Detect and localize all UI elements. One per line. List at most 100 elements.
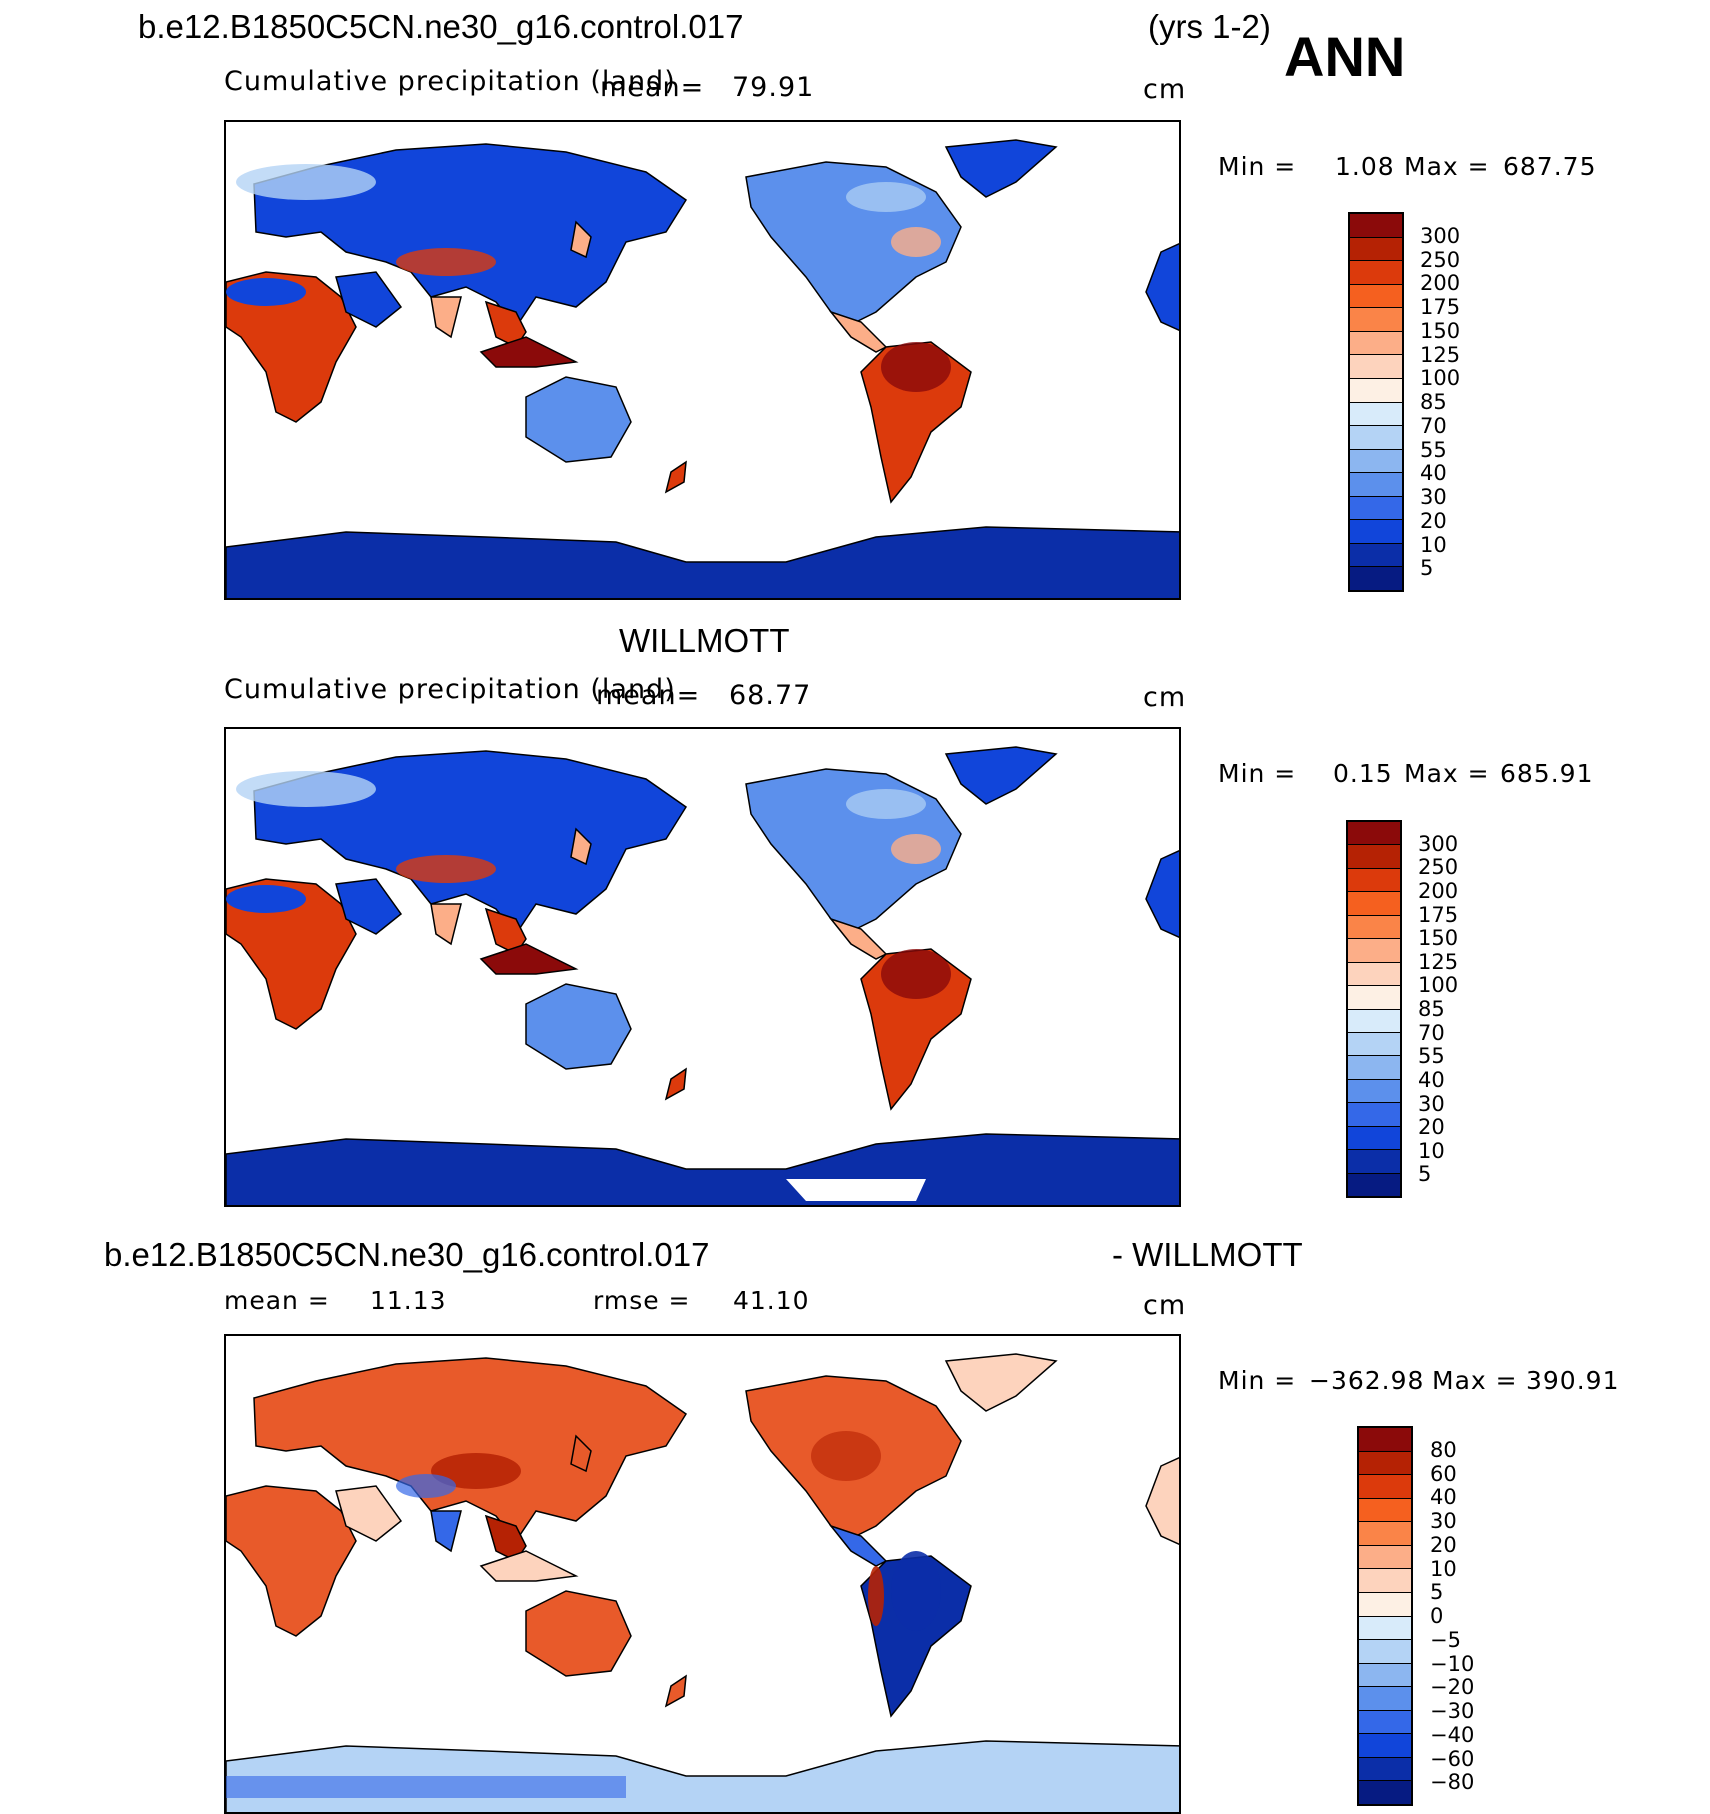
colorbar-swatch (1350, 354, 1402, 378)
colorbar-tick-label: 10 (1420, 532, 1447, 557)
colorbar-swatch (1359, 1615, 1411, 1640)
colorbar-tick-label: 60 (1430, 1461, 1457, 1486)
colorbar-tick-label: 175 (1420, 295, 1461, 319)
case-name-title: b.e12.B1850C5CN.ne30_g16.control.017 (138, 8, 744, 45)
colorbar-tick-label: 55 (1420, 437, 1447, 462)
colorbar-tick-label: −10 (1430, 1651, 1475, 1676)
colorbar-tick-label: 5 (1420, 556, 1434, 581)
colorbar-swatch (1350, 448, 1402, 473)
panel2-min-value: 0.15 (1333, 759, 1393, 788)
colorbar-tick-label: 5 (1418, 1162, 1432, 1187)
panel2-max-value: 685.91 (1500, 759, 1594, 788)
panel2-mean-label: mean= (596, 680, 701, 711)
colorbar-swatch (1359, 1497, 1411, 1522)
colorbar-swatch (1359, 1521, 1411, 1545)
colorbar-tick-label: 100 (1420, 366, 1461, 391)
panel2-variable: Cumulative precipitation (land) (224, 674, 676, 705)
colorbar-tick-label: 70 (1418, 1020, 1445, 1045)
colorbar-swatch (1348, 1031, 1400, 1056)
colorbar-swatch (1348, 844, 1400, 868)
panel3-rmse-value: 41.10 (733, 1286, 810, 1315)
colorbar-swatch (1350, 519, 1402, 543)
colorbar-tick-label: −80 (1430, 1770, 1475, 1795)
colorbar-tick-label: 30 (1418, 1091, 1445, 1116)
panel3-mean-value: 11.13 (370, 1286, 447, 1315)
colorbar-swatch (1359, 1686, 1411, 1710)
colorbar-swatch (1348, 1172, 1400, 1196)
panel1-mean-label: mean= (600, 72, 705, 103)
panel3-rmse-label: rmse = (593, 1286, 691, 1315)
colorbar-tick-label: 30 (1420, 485, 1447, 509)
panel3-min-value: −362.98 (1309, 1366, 1425, 1395)
colorbar-swatch (1348, 961, 1400, 986)
panel3-title-left: b.e12.B1850C5CN.ne30_g16.control.017 (104, 1236, 710, 1273)
colorbar-swatch (1350, 566, 1402, 590)
colorbar-tick-label: 100 (1418, 973, 1459, 998)
colorbar-tick-label: 85 (1418, 997, 1445, 1021)
panel3-max-value: 390.91 (1526, 1366, 1620, 1395)
colorbar-swatch (1348, 1008, 1400, 1032)
panel1-max-label: Max = (1404, 152, 1490, 181)
panel1-max-value: 687.75 (1503, 152, 1597, 181)
colorbar-tick-label: 40 (1430, 1485, 1457, 1510)
colorbar-tick-label: 150 (1418, 926, 1459, 951)
colorbar-tick-label: 125 (1420, 342, 1461, 367)
colorbar-tick-label: −40 (1430, 1722, 1475, 1747)
colorbar-tick-label: −30 (1430, 1699, 1475, 1723)
colorbar-swatch (1359, 1780, 1411, 1804)
panel1-variable: Cumulative precipitation (land) (224, 66, 676, 97)
panel2-map (224, 727, 1181, 1207)
panel2-units: cm (1143, 682, 1187, 713)
panel1-colorbar (1348, 212, 1404, 592)
colorbar-tick-label: 0 (1430, 1604, 1444, 1628)
colorbar-swatch (1348, 1149, 1400, 1173)
panel3-max-label: Max = (1432, 1366, 1518, 1395)
panel3-min-label: Min = (1218, 1366, 1297, 1395)
panel3-units: cm (1143, 1290, 1187, 1321)
colorbar-tick-label: 10 (1430, 1556, 1457, 1581)
years-label: (yrs 1-2) (1148, 8, 1271, 45)
colorbar-swatch (1350, 542, 1402, 567)
colorbar-tick-label: 125 (1418, 949, 1459, 974)
colorbar-swatch (1348, 1055, 1400, 1079)
panel2-colorbar (1346, 820, 1402, 1198)
colorbar-swatch (1359, 1450, 1411, 1475)
colorbar-tick-label: 20 (1420, 508, 1447, 533)
colorbar-swatch (1348, 914, 1400, 939)
colorbar-tick-label: 30 (1430, 1509, 1457, 1533)
colorbar-tick-label: −5 (1430, 1627, 1461, 1652)
panel1-map (224, 120, 1181, 600)
panel1-min-label: Min = (1218, 152, 1297, 181)
season-label: ANN (1284, 25, 1406, 88)
colorbar-tick-label: 250 (1420, 247, 1461, 272)
colorbar-swatch (1350, 283, 1402, 308)
panel1-min-value: 1.08 (1335, 152, 1395, 181)
colorbar-tick-label: 55 (1418, 1044, 1445, 1069)
colorbar-tick-label: 250 (1418, 855, 1459, 880)
colorbar-tick-label: 200 (1418, 878, 1459, 903)
colorbar-swatch (1359, 1756, 1411, 1781)
panel2-title: WILLMOTT (619, 622, 790, 659)
panel1-mean-value: 79.91 (732, 72, 815, 103)
colorbar-swatch (1348, 938, 1400, 962)
colorbar-swatch (1359, 1591, 1411, 1616)
panel3-map (224, 1334, 1181, 1814)
colorbar-swatch (1348, 867, 1400, 892)
colorbar-swatch (1350, 401, 1402, 426)
colorbar-swatch (1350, 330, 1402, 355)
colorbar-swatch (1359, 1639, 1411, 1663)
colorbar-tick-label: 70 (1420, 413, 1447, 438)
colorbar-swatch (1350, 307, 1402, 331)
colorbar-tick-label: 40 (1420, 461, 1447, 486)
panel2-min-label: Min = (1218, 759, 1297, 788)
colorbar-swatch (1350, 495, 1402, 520)
colorbar-swatch (1359, 1568, 1411, 1592)
colorbar-swatch (1359, 1733, 1411, 1757)
colorbar-tick-label: 85 (1420, 390, 1447, 414)
colorbar-swatch (1359, 1709, 1411, 1734)
panel3-mean-label: mean = (224, 1286, 330, 1315)
panel1-units: cm (1143, 74, 1187, 105)
colorbar-tick-label: 150 (1420, 318, 1461, 343)
colorbar-tick-label: −20 (1430, 1675, 1475, 1700)
colorbar-swatch (1348, 1102, 1400, 1126)
